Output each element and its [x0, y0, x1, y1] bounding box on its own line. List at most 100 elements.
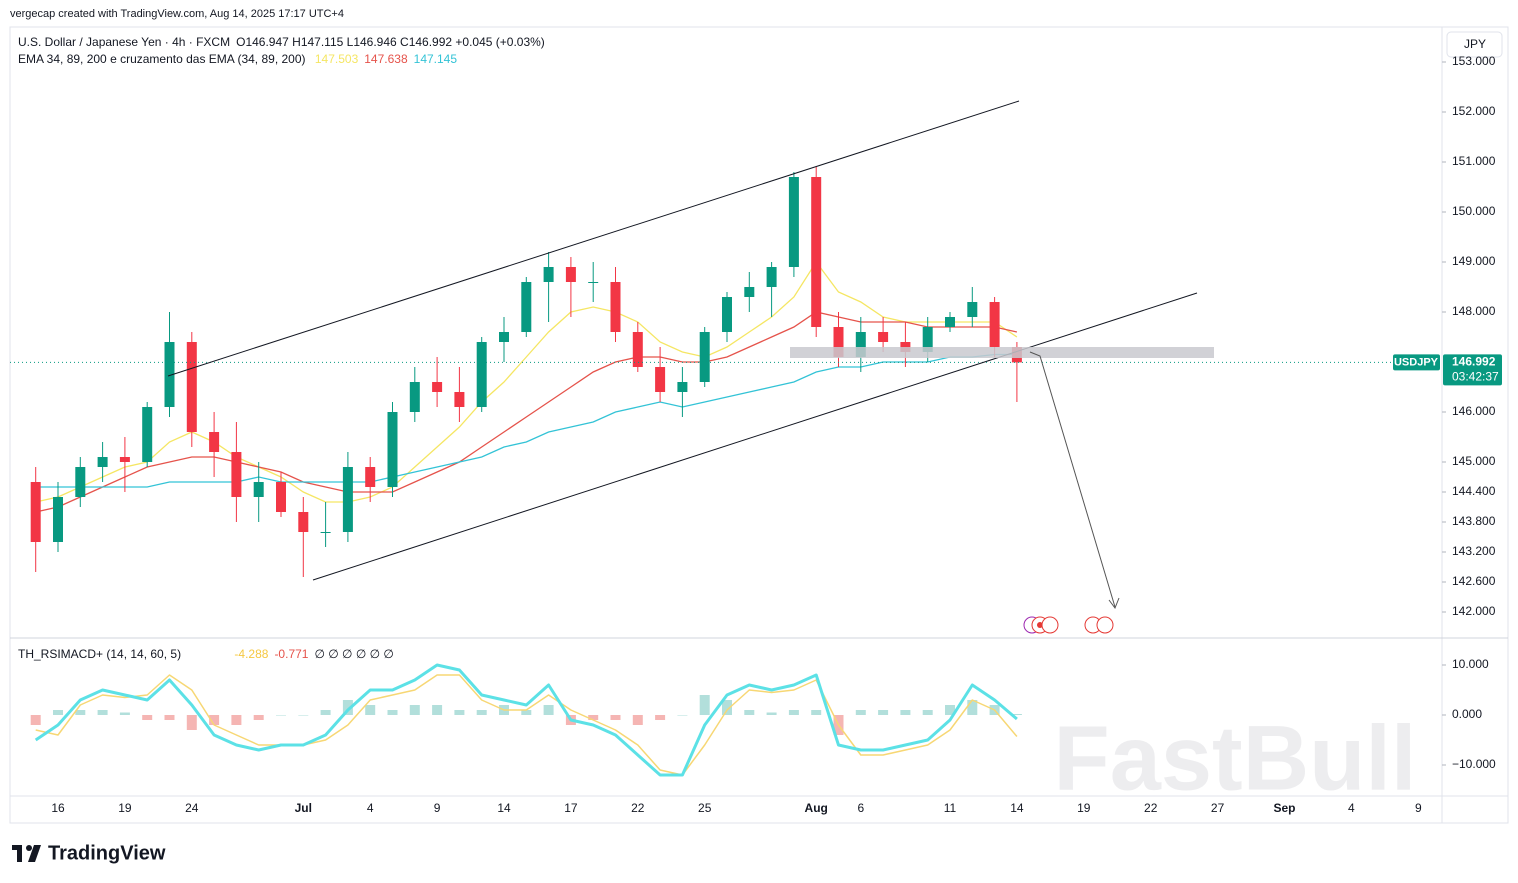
line — [34, 663, 1018, 777]
candle-body — [521, 282, 532, 332]
plot — [10, 167, 1442, 777]
x-tick-label: 16 — [51, 801, 65, 815]
x-tick-label: 4 — [367, 801, 374, 815]
candle-body — [967, 302, 978, 317]
y-tick-label: 144.400 — [1452, 484, 1496, 498]
candle-body — [231, 452, 242, 497]
symbol-tag — [1393, 354, 1440, 371]
candle-body — [432, 382, 443, 392]
histogram-bar — [75, 710, 86, 715]
histogram-bar — [811, 710, 822, 715]
histogram-bar — [209, 715, 220, 725]
histogram-bar — [276, 715, 286, 716]
candle-body — [855, 332, 866, 357]
candle-body — [53, 497, 63, 542]
candle-body — [253, 482, 264, 497]
x-tick-label: 4 — [1348, 801, 1355, 815]
histogram-bar — [677, 715, 688, 716]
x-tick-label: 9 — [1415, 801, 1422, 815]
zone — [790, 347, 1214, 358]
candle-body — [499, 332, 509, 342]
osc-readout: ∅ ∅ ∅ ∅ ∅ ∅ — [314, 647, 394, 661]
y-tick-label: 148.000 — [1452, 304, 1496, 318]
osc-legend: TH_RSIMACD+ (14, 14, 60, 5) -4.288 -0.771… — [18, 647, 400, 661]
x-tick-label: 22 — [631, 801, 645, 815]
x-tick-label: 6 — [857, 801, 864, 815]
histogram-bar — [588, 715, 599, 720]
ohlc-readout: O146.947 H147.115 L146.946 C146.992 +0.0… — [236, 35, 545, 49]
channel-lower — [312, 292, 1198, 581]
x-tick-label: 11 — [944, 801, 957, 815]
candle-body — [342, 467, 353, 532]
ema-legend: EMA 34, 89, 200 e cruzamento das EMA (34… — [18, 52, 463, 66]
y-tick-label: 151.000 — [1452, 154, 1496, 168]
ema-readout: 147.503 — [314, 52, 359, 66]
x-tick-label: Aug — [805, 801, 828, 815]
candle-body — [387, 412, 398, 487]
candle-body — [655, 367, 666, 392]
y-tick-label: 149.000 — [1452, 254, 1496, 268]
candle-body — [610, 282, 621, 332]
x-tick-label: 17 — [564, 801, 578, 815]
y-tick-label: 143.800 — [1452, 514, 1496, 528]
projection-arrow — [1029, 351, 1116, 608]
candle-body — [588, 282, 599, 283]
histogram-bar — [186, 715, 197, 730]
histogram-bar — [432, 705, 443, 715]
brand: TradingView — [48, 842, 166, 864]
histogram-bar — [53, 710, 63, 715]
candle-body — [699, 332, 710, 382]
histogram-bar — [409, 705, 420, 715]
osc-readout: -0.771 — [274, 647, 309, 661]
histogram-bar — [320, 710, 331, 715]
candle-body — [632, 332, 643, 367]
y-tick-label: 152.000 — [1452, 104, 1496, 118]
event-icon — [1096, 616, 1114, 634]
histogram-bar — [788, 710, 799, 715]
logo-part — [26, 845, 32, 851]
candle-body — [989, 302, 1000, 347]
line — [35, 353, 1017, 488]
candle-body — [186, 342, 197, 432]
line — [35, 674, 1018, 776]
x-tick-label: 9 — [434, 801, 441, 815]
attribution: vergecap created with TradingView.com, A… — [10, 8, 344, 20]
osc-title: TH_RSIMACD+ (14, 14, 60, 5) — [18, 647, 182, 661]
candle-body — [298, 512, 309, 532]
candle-body — [320, 532, 331, 533]
histogram-bar — [655, 715, 666, 720]
last-price-label: 146.992 — [1452, 355, 1496, 369]
histogram-bar — [722, 700, 732, 715]
histogram-bar — [1011, 714, 1022, 715]
candle-body — [833, 327, 844, 357]
candle-body — [75, 467, 86, 497]
symbol-title: U.S. Dollar / Japanese Yen · 4h · FXCM — [18, 35, 231, 49]
arrow-head — [1108, 597, 1120, 610]
y-tick-label: 143.200 — [1452, 544, 1496, 558]
line — [35, 311, 1018, 513]
x-tick-label: 14 — [1010, 801, 1024, 815]
x-tick-label: Jul — [295, 801, 312, 815]
y-tick-label: −10.000 — [1452, 757, 1496, 771]
event-icons — [1023, 616, 1114, 634]
histogram-bar — [476, 710, 487, 715]
candle-body — [97, 457, 108, 467]
symbol-label: USDJPY — [1394, 356, 1439, 368]
histogram-bar — [231, 715, 242, 725]
x-tick-label: 19 — [1077, 801, 1091, 815]
y-tick-label: 150.000 — [1452, 204, 1496, 218]
osc-readout: -4.288 — [234, 647, 269, 661]
logo-part — [17, 845, 22, 862]
y-tick-label: 10.000 — [1452, 657, 1489, 671]
histogram-bar — [766, 712, 777, 715]
candle-body — [119, 457, 130, 462]
candle-body — [164, 342, 175, 407]
histogram-bar — [30, 715, 41, 725]
currency: JPY — [1464, 37, 1486, 51]
histogram-bar — [699, 695, 710, 715]
histogram-bar — [610, 715, 621, 720]
candle-body — [476, 342, 487, 407]
histogram-bar — [855, 710, 866, 715]
